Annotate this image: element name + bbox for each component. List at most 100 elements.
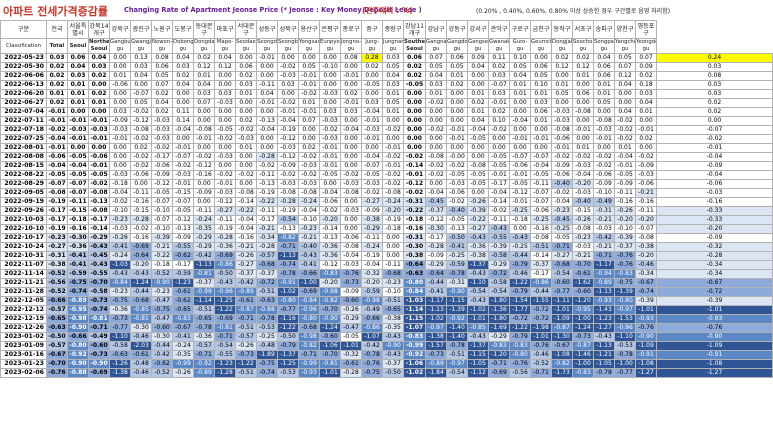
data-cell[interactable]: -0.02: [656, 134, 773, 144]
data-cell[interactable]: -0.90: [67, 323, 89, 333]
data-cell[interactable]: -0.31: [403, 233, 426, 243]
data-cell[interactable]: -0.66: [298, 269, 320, 279]
data-cell[interactable]: 0.00: [425, 116, 447, 126]
data-cell[interactable]: -0.79: [509, 332, 531, 342]
data-cell[interactable]: -0.15: [172, 188, 194, 198]
data-cell[interactable]: -0.62: [172, 296, 194, 306]
data-cell[interactable]: -0.23: [298, 224, 320, 234]
data-cell[interactable]: 0.05: [425, 62, 447, 72]
data-cell[interactable]: -0.51: [235, 323, 257, 333]
data-cell[interactable]: -0.07: [46, 179, 68, 189]
data-cell[interactable]: -0.15: [572, 206, 594, 216]
data-cell[interactable]: -0.98: [298, 332, 320, 342]
data-cell[interactable]: -0.73: [235, 350, 257, 360]
data-cell[interactable]: -0.07: [172, 152, 194, 162]
data-cell[interactable]: -0.11: [635, 206, 657, 216]
data-cell[interactable]: -0.56: [46, 278, 68, 288]
data-cell[interactable]: -0.12: [193, 161, 215, 171]
data-cell[interactable]: -0.55: [488, 233, 510, 243]
data-cell[interactable]: 0.03: [193, 89, 215, 99]
data-cell[interactable]: -0.80: [509, 350, 531, 360]
data-cell[interactable]: 0.00: [319, 179, 341, 189]
data-cell[interactable]: -0.09: [635, 161, 657, 171]
data-cell[interactable]: -0.98: [319, 287, 341, 297]
data-cell[interactable]: 0.00: [488, 134, 510, 144]
data-cell[interactable]: -0.65: [172, 305, 194, 315]
data-cell[interactable]: -1.21: [593, 350, 615, 360]
data-cell[interactable]: 0.00: [235, 107, 257, 117]
data-cell[interactable]: 0.00: [382, 233, 404, 243]
data-cell[interactable]: -0.90: [151, 278, 173, 288]
data-cell[interactable]: -0.02: [319, 206, 341, 216]
data-cell[interactable]: 0.00: [172, 89, 194, 99]
data-cell[interactable]: -0.02: [46, 125, 68, 135]
data-cell[interactable]: -1.07: [403, 323, 426, 333]
data-cell[interactable]: -0.67: [551, 341, 573, 351]
data-cell[interactable]: -0.38: [467, 251, 489, 261]
data-cell[interactable]: 0.00: [530, 143, 552, 153]
data-cell[interactable]: -0.06: [88, 152, 110, 162]
data-cell[interactable]: -0.98: [361, 296, 383, 306]
data-cell[interactable]: -0.42: [593, 233, 615, 243]
data-cell[interactable]: 0.00: [446, 98, 468, 108]
data-cell[interactable]: -0.06: [593, 170, 615, 180]
data-cell[interactable]: 0.04: [130, 71, 152, 81]
data-cell[interactable]: 0.00: [130, 80, 152, 90]
data-cell[interactable]: -0.43: [88, 260, 110, 270]
data-cell[interactable]: 0.00: [467, 80, 489, 90]
data-cell[interactable]: 0.00: [425, 143, 447, 153]
data-cell[interactable]: 0.03: [488, 71, 510, 81]
data-cell[interactable]: -0.08: [277, 188, 299, 198]
data-cell[interactable]: -0.75: [109, 296, 131, 306]
data-cell[interactable]: -0.31: [593, 206, 615, 216]
data-cell[interactable]: 0.06: [235, 62, 257, 72]
data-cell[interactable]: -1.22: [509, 323, 531, 333]
data-cell[interactable]: 0.02: [446, 80, 468, 90]
data-cell[interactable]: -1.10: [467, 278, 489, 288]
data-cell[interactable]: -1.09: [551, 314, 573, 324]
data-cell[interactable]: 0.00: [340, 224, 362, 234]
data-cell[interactable]: -0.76: [361, 359, 383, 369]
data-cell[interactable]: -0.02: [256, 161, 278, 171]
data-cell[interactable]: -0.91: [277, 278, 299, 288]
data-cell[interactable]: -0.14: [88, 224, 110, 234]
data-cell[interactable]: -0.83: [488, 341, 510, 351]
data-cell[interactable]: -0.39: [656, 296, 773, 306]
data-cell[interactable]: 0.03: [488, 89, 510, 99]
data-cell[interactable]: -0.90: [67, 359, 89, 369]
data-cell[interactable]: 0.03: [656, 89, 773, 99]
data-cell[interactable]: -0.53: [277, 368, 299, 378]
data-cell[interactable]: -1.08: [656, 359, 773, 369]
data-cell[interactable]: -0.43: [467, 332, 489, 342]
data-cell[interactable]: -0.07: [509, 152, 531, 162]
data-cell[interactable]: 0.08: [151, 53, 173, 63]
data-cell[interactable]: -0.69: [214, 314, 236, 324]
data-cell[interactable]: -0.43: [593, 332, 615, 342]
data-cell[interactable]: -0.08: [193, 125, 215, 135]
data-cell[interactable]: -0.06: [340, 233, 362, 243]
data-cell[interactable]: -0.87: [572, 341, 594, 351]
data-cell[interactable]: 0.01: [614, 143, 636, 153]
data-cell[interactable]: -0.42: [151, 350, 173, 360]
data-cell[interactable]: -0.22: [235, 206, 257, 216]
data-cell[interactable]: -0.07: [488, 80, 510, 90]
data-cell[interactable]: -1.22: [509, 278, 531, 288]
data-cell[interactable]: -0.17: [172, 260, 194, 270]
data-cell[interactable]: -0.24: [172, 341, 194, 351]
data-cell[interactable]: -0.96: [614, 323, 636, 333]
data-cell[interactable]: -0.27: [361, 197, 383, 207]
data-cell[interactable]: -1.06: [403, 359, 426, 369]
data-cell[interactable]: -0.43: [109, 269, 131, 279]
data-cell[interactable]: -0.67: [656, 278, 773, 288]
data-cell[interactable]: -0.52: [151, 368, 173, 378]
data-cell[interactable]: -0.35: [193, 224, 215, 234]
data-cell[interactable]: 0.10: [509, 53, 531, 63]
data-cell[interactable]: -0.01: [172, 143, 194, 153]
data-cell[interactable]: -0.63: [46, 323, 68, 333]
data-cell[interactable]: -0.73: [340, 278, 362, 288]
data-cell[interactable]: -0.36: [467, 242, 489, 252]
data-cell[interactable]: -0.19: [46, 224, 68, 234]
data-cell[interactable]: -0.43: [298, 251, 320, 261]
data-cell[interactable]: -0.26: [235, 251, 257, 261]
data-cell[interactable]: -1.69: [488, 323, 510, 333]
